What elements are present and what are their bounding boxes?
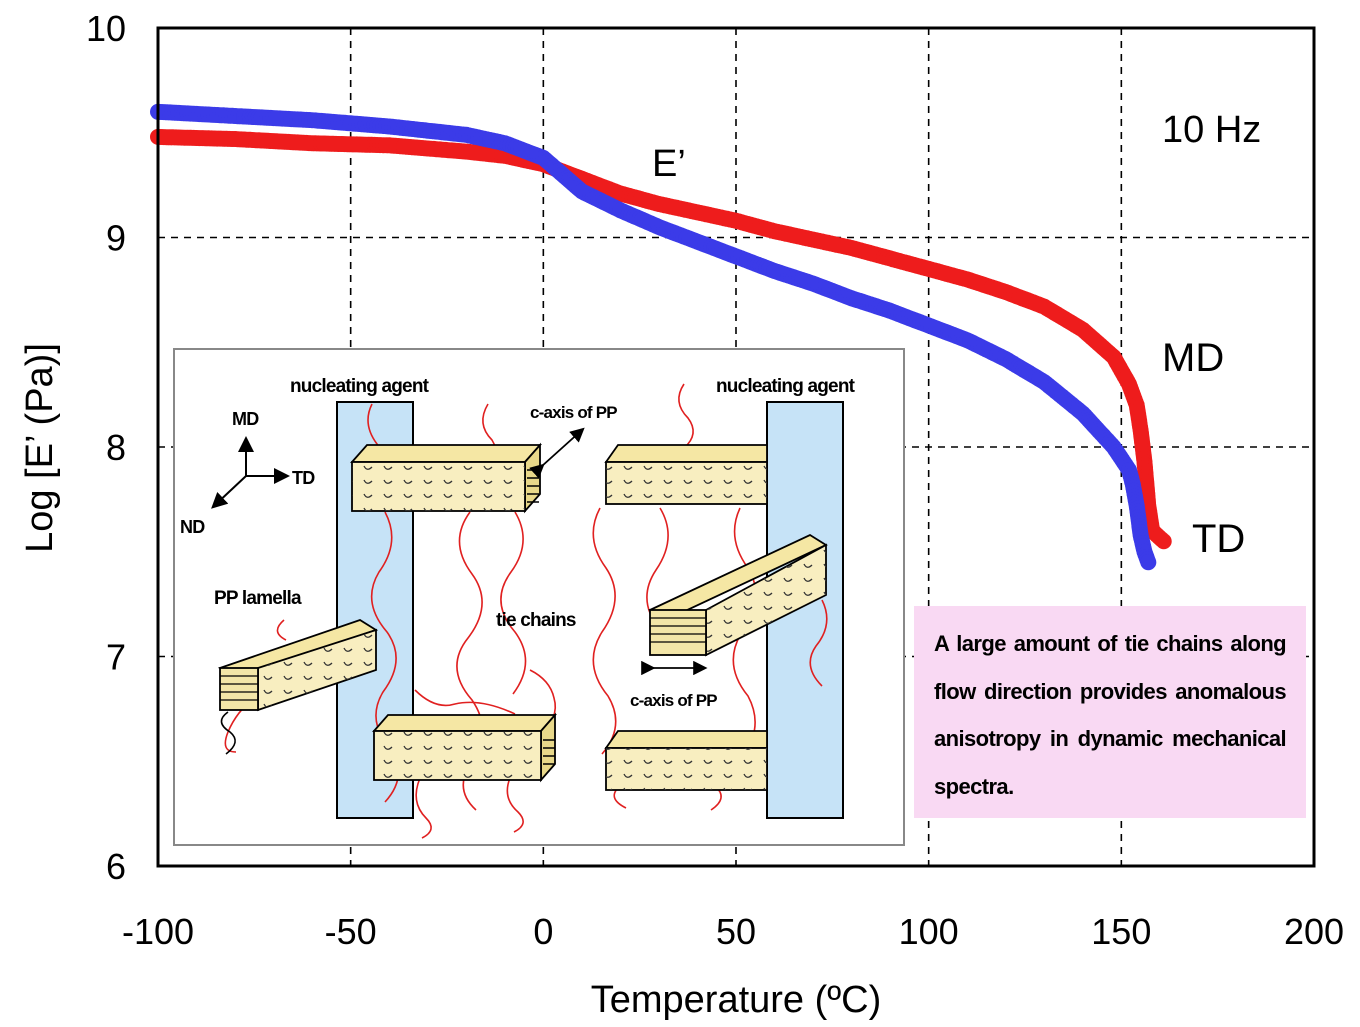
data-point xyxy=(1140,554,1157,571)
x-tick-label: 100 xyxy=(899,911,959,952)
x-tick-label: -100 xyxy=(122,911,194,952)
c-axis-bottom-label: c-axis of PP xyxy=(630,691,717,710)
x-tick-label: 50 xyxy=(716,911,756,952)
x-tick-label: 150 xyxy=(1091,911,1151,952)
series-td xyxy=(150,103,1157,571)
lamella-block-top-left xyxy=(350,442,542,514)
axis-md-label: MD xyxy=(232,409,259,429)
y-tick-label: 6 xyxy=(106,846,126,887)
axis-td-label: TD xyxy=(292,468,315,488)
y-tick-label: 10 xyxy=(86,8,126,49)
plot-frame xyxy=(156,26,1316,868)
lamella-block-tilted-left xyxy=(217,619,379,712)
lamella-block-tilted-right xyxy=(648,533,828,657)
x-tick-label: 0 xyxy=(533,911,553,952)
modulus-annotation: E’ xyxy=(652,143,686,185)
c-axis-top-label: c-axis of PP xyxy=(530,403,617,422)
nucleating-agent-right-label: nucleating agent xyxy=(716,376,856,397)
series-label-td: TD xyxy=(1192,517,1245,561)
inset-diagram: nucleating agent nucleating agent c-axis… xyxy=(173,348,905,846)
axis-nd-label: ND xyxy=(180,517,205,537)
series-label-md: MD xyxy=(1162,336,1224,380)
lamella-block-bottom-right xyxy=(604,730,768,791)
lamella-block-bottom-left xyxy=(372,712,557,783)
y-tick-label: 9 xyxy=(106,218,126,259)
orientation-axes xyxy=(211,436,290,509)
annotation-note: A large amount of tie chains along flow … xyxy=(914,606,1306,818)
data-point xyxy=(1155,533,1172,550)
x-tick-label: 200 xyxy=(1284,911,1344,952)
data-series xyxy=(150,103,1172,571)
axis-ticks: -100 -50 0 50 100 150 200 6 7 8 9 10 xyxy=(86,8,1344,952)
x-axis-title: Temperature (ºC) xyxy=(591,979,882,1021)
frequency-annotation: 10 Hz xyxy=(1162,109,1261,151)
lamella-block-top-right xyxy=(604,444,768,505)
c-axis-arrow-top xyxy=(529,427,585,479)
nucleating-agent-left-label: nucleating agent xyxy=(290,376,430,397)
y-axis-title: Log [E’ (Pa)] xyxy=(19,343,61,553)
lamella-tail xyxy=(220,711,236,755)
tie-chains-label: tie chains xyxy=(496,610,576,631)
y-tick-label: 8 xyxy=(106,427,126,468)
y-tick-label: 7 xyxy=(106,637,126,678)
pp-lamella-label: PP lamella xyxy=(214,588,302,609)
x-tick-label: -50 xyxy=(325,911,377,952)
series-md xyxy=(150,128,1172,550)
